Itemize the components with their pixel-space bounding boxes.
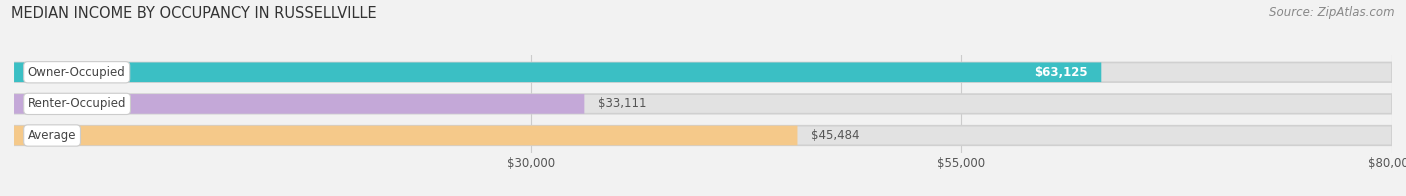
FancyBboxPatch shape [14, 126, 797, 145]
Text: Owner-Occupied: Owner-Occupied [28, 66, 125, 79]
FancyBboxPatch shape [14, 94, 1392, 114]
FancyBboxPatch shape [14, 126, 1392, 145]
Text: $33,111: $33,111 [598, 97, 647, 110]
Text: $45,484: $45,484 [811, 129, 859, 142]
FancyBboxPatch shape [14, 63, 1101, 82]
Text: Average: Average [28, 129, 76, 142]
FancyBboxPatch shape [14, 94, 585, 114]
FancyBboxPatch shape [14, 63, 1392, 82]
Text: Renter-Occupied: Renter-Occupied [28, 97, 127, 110]
Text: Source: ZipAtlas.com: Source: ZipAtlas.com [1270, 6, 1395, 19]
Text: MEDIAN INCOME BY OCCUPANCY IN RUSSELLVILLE: MEDIAN INCOME BY OCCUPANCY IN RUSSELLVIL… [11, 6, 377, 21]
Text: $63,125: $63,125 [1033, 66, 1087, 79]
